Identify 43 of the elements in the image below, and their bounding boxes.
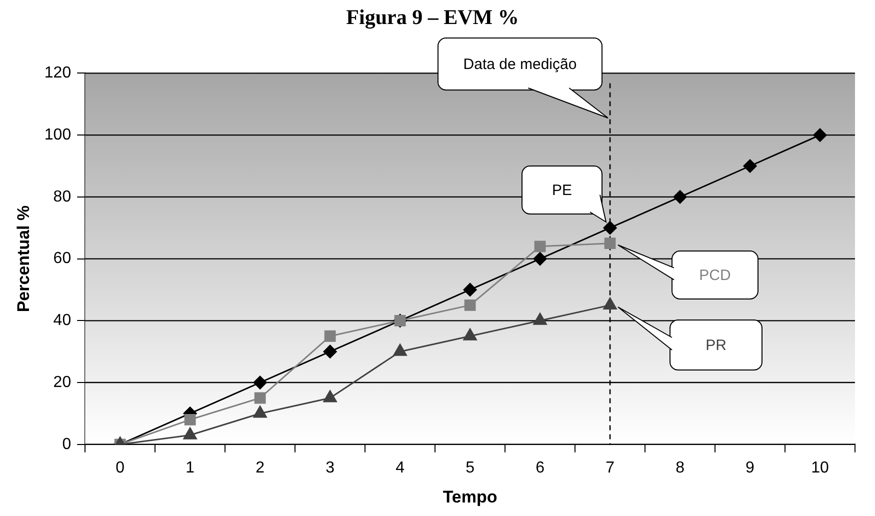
point	[464, 300, 476, 311]
x-tick-label: 8	[676, 459, 685, 476]
ref-line-label: Data de medição	[463, 56, 577, 74]
y-tick-label: 60	[53, 250, 72, 268]
point	[603, 221, 617, 235]
point	[323, 344, 337, 358]
x-tick-label: 9	[746, 459, 755, 476]
point	[533, 252, 547, 266]
point	[254, 392, 266, 404]
point	[463, 282, 477, 296]
chart-title: Figura 9 – EVM %	[346, 5, 519, 30]
point	[604, 238, 616, 250]
x-axis-title: Tempo	[442, 487, 498, 506]
x-tick-label: 1	[186, 459, 195, 476]
x-tick-label: 6	[536, 459, 545, 476]
y-tick-label: 100	[44, 126, 72, 144]
point	[253, 406, 267, 418]
y-tick-label: 80	[53, 188, 72, 206]
point	[813, 128, 827, 142]
point	[534, 240, 546, 252]
point	[603, 297, 617, 310]
y-tick-label: 0	[62, 436, 72, 453]
y-axis-title: Percentual %	[14, 205, 33, 312]
x-tick-label: 2	[256, 459, 265, 476]
point	[324, 330, 336, 342]
y-tick-label: 20	[53, 374, 72, 391]
x-tick-label: 5	[466, 459, 475, 476]
point	[673, 190, 687, 204]
y-tick-label: 120	[44, 64, 72, 82]
x-tick-label: 4	[396, 459, 405, 476]
point	[323, 390, 337, 402]
x-tick-label: 3	[326, 459, 335, 476]
x-tick-label: 0	[116, 459, 125, 476]
point	[253, 376, 267, 390]
point	[183, 427, 197, 440]
point	[463, 328, 477, 340]
y-tick-label: 40	[53, 312, 72, 330]
point	[184, 414, 196, 426]
x-tick-label: 10	[811, 459, 830, 476]
point	[533, 312, 547, 325]
x-tick-label: 7	[606, 459, 615, 476]
point	[743, 159, 757, 173]
point	[393, 344, 407, 356]
